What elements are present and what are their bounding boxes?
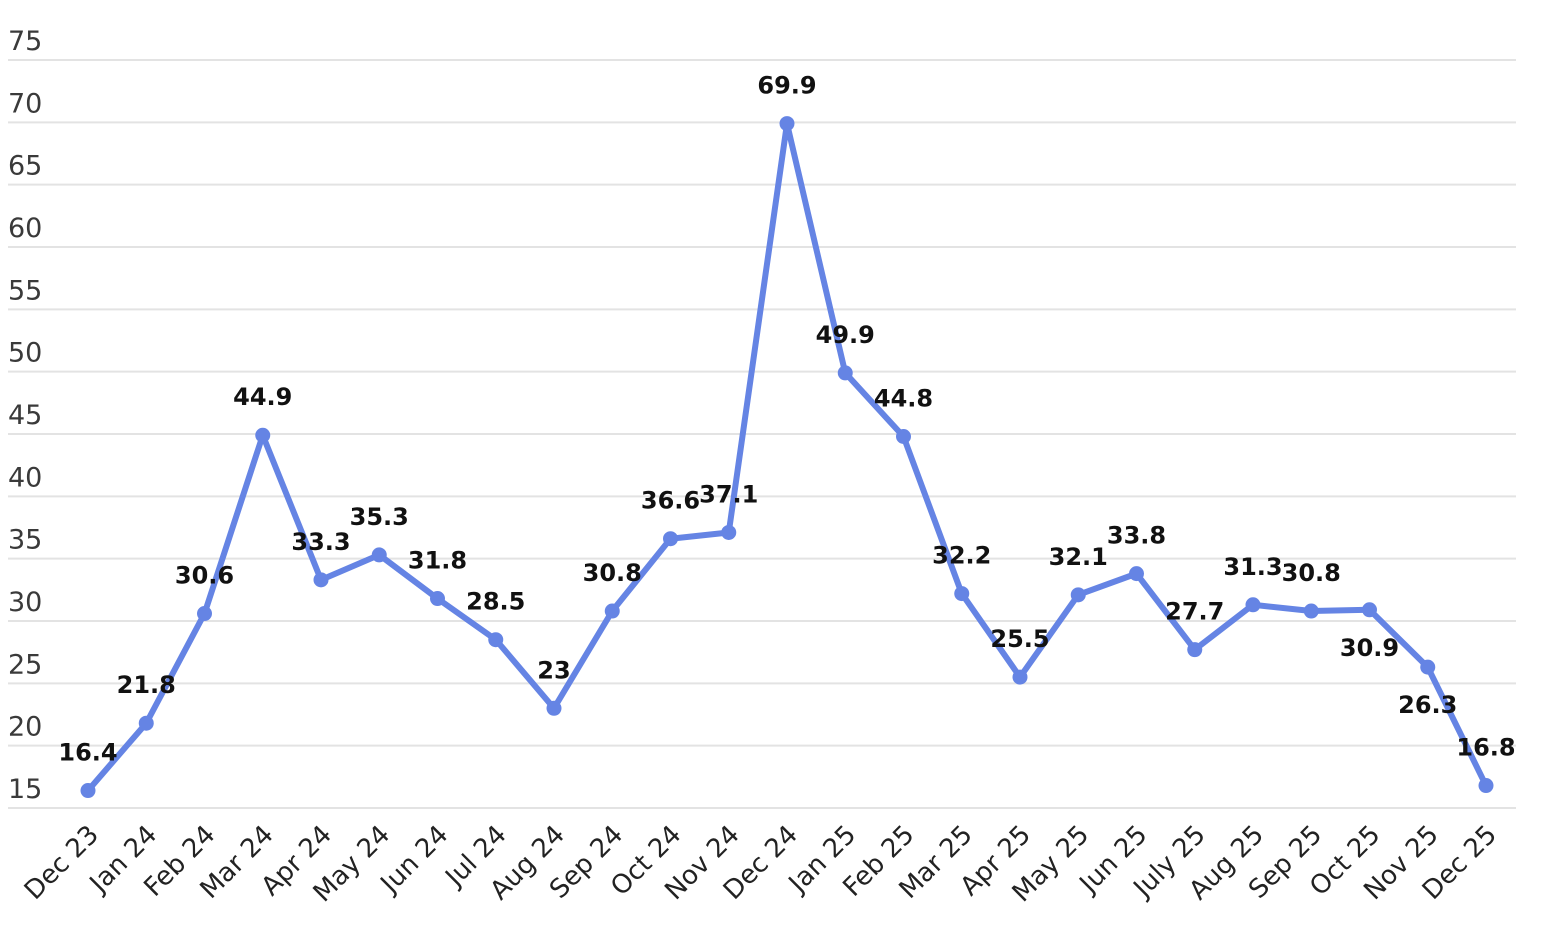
y-tick-label: 35 xyxy=(8,525,42,556)
data-label: 44.8 xyxy=(874,384,933,412)
data-point[interactable] xyxy=(546,700,562,716)
x-tick-label: Dec 23 xyxy=(19,820,105,906)
data-label: 16.4 xyxy=(58,739,117,767)
y-tick-label: 15 xyxy=(8,774,42,805)
data-label: 32.2 xyxy=(932,542,991,570)
data-point[interactable] xyxy=(1129,566,1144,582)
data-point[interactable] xyxy=(80,783,96,799)
data-label: 69.9 xyxy=(757,72,816,100)
data-label: 32.1 xyxy=(1049,543,1108,571)
data-labels: 16.4 21.8 30.6 44.9 33.335.3 31.8 28.5 23 30.8 36… xyxy=(58,72,1515,767)
series-layer xyxy=(80,116,1494,799)
data-label: 31.3 xyxy=(1223,553,1282,581)
y-tick-label: 75 xyxy=(8,26,42,57)
data-point[interactable] xyxy=(604,603,620,619)
data-label: 31.8 xyxy=(408,547,467,575)
y-axis-ticks: 15 20 25 30 35 40 45 50 55 60 65 70 75 xyxy=(8,26,42,805)
data-label: 49.9 xyxy=(816,321,875,349)
data-point[interactable] xyxy=(1420,659,1436,675)
data-label: 30.8 xyxy=(1282,559,1341,587)
y-tick-label: 30 xyxy=(8,587,42,618)
y-tick-label: 25 xyxy=(8,649,42,680)
data-label: 44.9 xyxy=(233,383,292,411)
data-point[interactable] xyxy=(1478,778,1494,794)
data-label: 26.3 xyxy=(1398,691,1457,719)
data-label: 33.3 xyxy=(291,528,350,556)
data-point[interactable] xyxy=(954,586,970,602)
data-point[interactable] xyxy=(1187,642,1203,658)
y-tick-label: 50 xyxy=(8,338,42,369)
data-point[interactable] xyxy=(721,524,737,540)
data-point[interactable] xyxy=(138,715,154,731)
data-label: 37.1 xyxy=(699,480,758,508)
data-point[interactable] xyxy=(837,365,853,381)
data-point[interactable] xyxy=(488,632,504,648)
data-point[interactable] xyxy=(1012,669,1028,685)
data-label: 25.5 xyxy=(990,625,1049,653)
data-label: 30.6 xyxy=(175,562,234,590)
data-point[interactable] xyxy=(255,427,271,443)
data-point[interactable] xyxy=(1303,603,1319,619)
data-point[interactable] xyxy=(663,531,678,547)
data-point[interactable] xyxy=(1245,597,1261,613)
y-tick-label: 70 xyxy=(8,88,42,119)
data-label: 21.8 xyxy=(117,671,176,699)
data-label: 27.7 xyxy=(1165,598,1224,626)
data-label: 30.8 xyxy=(583,559,642,587)
y-tick-label: 55 xyxy=(8,275,42,306)
gridlines xyxy=(8,59,1516,809)
y-tick-label: 65 xyxy=(8,151,42,182)
data-point[interactable] xyxy=(1070,587,1086,603)
data-point[interactable] xyxy=(197,606,212,622)
y-tick-label: 20 xyxy=(8,712,42,743)
data-point[interactable] xyxy=(313,572,329,588)
y-tick-label: 40 xyxy=(8,462,42,493)
y-tick-label: 60 xyxy=(8,213,42,244)
data-label: 36.6 xyxy=(641,487,700,515)
data-label: 33.8 xyxy=(1107,522,1166,550)
data-point[interactable] xyxy=(371,547,387,563)
data-label: 28.5 xyxy=(466,588,525,616)
data-label: 35.3 xyxy=(350,503,409,531)
data-label: 30.9 xyxy=(1340,634,1399,662)
y-tick-label: 45 xyxy=(8,400,42,431)
data-point[interactable] xyxy=(430,591,445,607)
series-line xyxy=(85,120,1489,794)
data-point[interactable] xyxy=(779,116,795,132)
data-point[interactable] xyxy=(1362,602,1377,618)
data-point[interactable] xyxy=(896,428,911,444)
data-label: 23 xyxy=(537,656,570,684)
data-label: 16.8 xyxy=(1456,734,1515,762)
